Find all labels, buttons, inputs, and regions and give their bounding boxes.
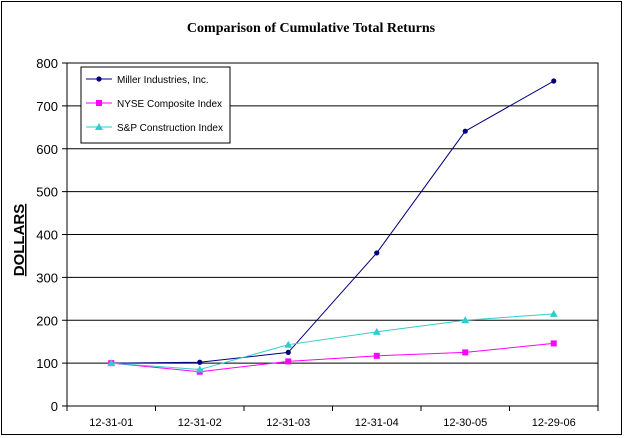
- x-tick-label: 12-29-06: [532, 417, 576, 429]
- y-tick-label: 400: [36, 228, 58, 243]
- data-point: [107, 359, 116, 367]
- y-tick-label: 800: [36, 56, 58, 71]
- series-line: [111, 342, 554, 373]
- data-point: [285, 358, 292, 365]
- data-point: [550, 340, 557, 347]
- data-point: [462, 128, 468, 134]
- series-0: [108, 78, 557, 366]
- y-tick-label: 200: [36, 313, 58, 328]
- series-line: [111, 313, 554, 371]
- y-tick-label: 500: [36, 185, 58, 200]
- series-group: [107, 78, 558, 375]
- legend-label: Miller Industries, Inc.: [117, 75, 209, 86]
- series-1: [108, 340, 557, 375]
- y-tick-label: 700: [36, 99, 58, 114]
- x-tick-label: 12-30-05: [443, 417, 487, 429]
- y-tick-label: 300: [36, 270, 58, 285]
- y-tick-label: 100: [36, 356, 58, 371]
- x-axis: 12-31-01 12-31-02 12-31-03 12-31-04 12-30-05…: [66, 406, 599, 429]
- y-tick-label: 600: [36, 142, 58, 157]
- data-point: [551, 78, 557, 84]
- data-point: [197, 359, 203, 365]
- x-tick-label: 12-31-03: [266, 417, 310, 429]
- data-point: [372, 327, 381, 335]
- chart-title: Comparison of Cumulative Total Returns: [187, 21, 436, 36]
- series-line: [111, 80, 554, 364]
- y-axis-label: DOLLARS: [11, 204, 28, 277]
- x-tick-label: 12-31-02: [178, 417, 222, 429]
- legend-marker: [95, 123, 103, 130]
- y-axis: 0 100 200 300 400 500 600 700 800: [36, 56, 67, 414]
- legend-marker: [96, 100, 102, 106]
- data-point: [373, 352, 380, 359]
- data-point: [549, 309, 558, 317]
- series-2: [107, 309, 558, 373]
- legend-label: NYSE Composite Index: [117, 99, 222, 110]
- data-point: [284, 340, 293, 348]
- x-tick-label: 12-31-04: [355, 417, 399, 429]
- data-point: [462, 349, 469, 356]
- data-point: [195, 365, 204, 373]
- data-point: [374, 250, 380, 256]
- y-tick-label: 0: [51, 399, 58, 414]
- legend-label: S&P Construction Index: [117, 123, 223, 134]
- x-tick-label: 12-31-01: [89, 417, 133, 429]
- legend-box: [80, 66, 231, 144]
- data-point: [461, 316, 470, 324]
- legend-marker: [96, 76, 102, 82]
- data-point: [285, 349, 291, 356]
- legend: Miller Industries, Inc. NYSE Composite In…: [80, 66, 231, 144]
